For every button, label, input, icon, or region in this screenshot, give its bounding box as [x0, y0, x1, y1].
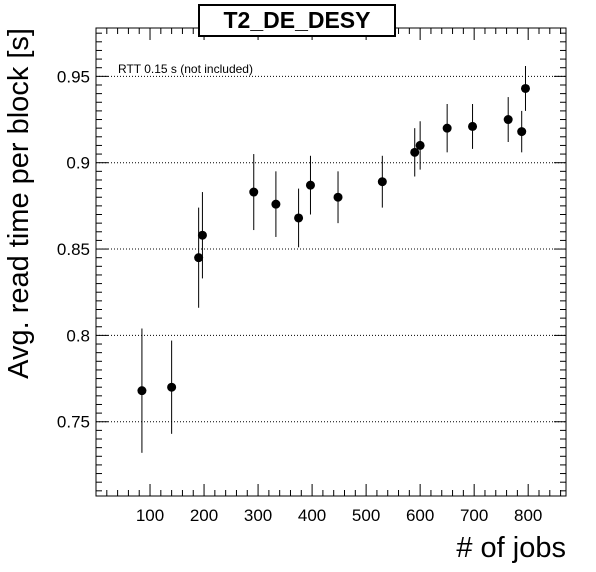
data-point: [468, 121, 478, 131]
data-point: [294, 213, 304, 223]
data-point: [249, 187, 259, 197]
tick-labels: 0.75 0.8 0.85 0.9 0.95 100 200 300 400 500 600 700 8…: [57, 67, 542, 525]
data-point: [503, 115, 513, 125]
x-tick-label: 100: [136, 506, 164, 525]
annotation: RTT 0.15 s (not included): [118, 62, 253, 76]
data-point: [137, 386, 147, 396]
data-point: [167, 382, 177, 392]
data-point: [415, 140, 425, 150]
y-tick-label: 0.95: [57, 67, 90, 86]
x-tick-label: 600: [406, 506, 434, 525]
data-point: [197, 230, 207, 240]
data-point: [410, 147, 420, 157]
data-point: [333, 192, 343, 202]
chart-title: T2_DE_DESY: [198, 4, 396, 37]
data-point: [305, 180, 315, 190]
x-tick-label: 500: [352, 506, 380, 525]
x-tick-label: 400: [298, 506, 326, 525]
y-tick-label: 0.75: [57, 413, 90, 432]
data-point: [377, 177, 387, 187]
y-axis-label: Avg. read time per block [s]: [3, 28, 35, 379]
plot-frame: [95, 27, 567, 497]
data-point: [442, 123, 452, 133]
y-tick-label: 0.8: [66, 326, 90, 345]
x-axis-label: # of jobs: [456, 532, 566, 564]
x-tick-label: 800: [514, 506, 542, 525]
data-point: [520, 83, 530, 93]
y-tick-label: 0.85: [57, 240, 90, 259]
data-point: [517, 127, 527, 137]
axis-ticks: [95, 28, 566, 496]
x-tick-label: 700: [460, 506, 488, 525]
x-tick-label: 300: [244, 506, 272, 525]
grid-lines: [96, 75, 566, 423]
data-point: [271, 199, 281, 209]
y-tick-label: 0.9: [66, 154, 90, 173]
data-points: [137, 65, 530, 453]
x-tick-label: 200: [190, 506, 218, 525]
data-point: [194, 253, 204, 263]
